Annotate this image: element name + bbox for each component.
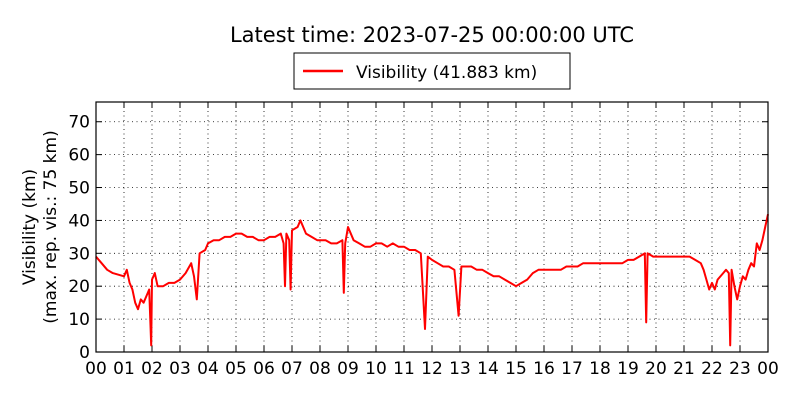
x-tick-label: 10 bbox=[365, 359, 387, 379]
x-tick-label: 20 bbox=[645, 359, 667, 379]
x-tick-label: 21 bbox=[673, 359, 695, 379]
legend-entry-visibility: Visibility (41.883 km) bbox=[356, 63, 537, 83]
y-tick-label: 60 bbox=[68, 146, 90, 166]
x-tick-label: 19 bbox=[617, 359, 639, 379]
x-tick-label: 02 bbox=[141, 359, 163, 379]
x-tick-label: 08 bbox=[309, 359, 331, 379]
x-tick-label: 13 bbox=[449, 359, 471, 379]
y-axis-label-line1: Visibility (km) bbox=[20, 169, 40, 285]
x-tick-label: 06 bbox=[253, 359, 275, 379]
x-tick-label: 11 bbox=[393, 359, 415, 379]
x-tick-label: 00 bbox=[757, 359, 779, 379]
x-tick-label: 12 bbox=[421, 359, 443, 379]
x-tick-label: 17 bbox=[561, 359, 583, 379]
x-tick-label: 23 bbox=[729, 359, 751, 379]
y-tick-label: 0 bbox=[79, 343, 90, 363]
x-tick-label: 04 bbox=[197, 359, 219, 379]
grid-lines bbox=[96, 102, 768, 352]
legend: Visibility (41.883 km) bbox=[293, 52, 571, 90]
x-tick-label: 15 bbox=[505, 359, 527, 379]
y-tick-label: 20 bbox=[68, 277, 90, 297]
y-tick-label: 70 bbox=[68, 113, 90, 133]
x-tick-label: 07 bbox=[281, 359, 303, 379]
x-tick-label: 16 bbox=[533, 359, 555, 379]
y-axis-ticks: 0 10 20 30 40 50 60 70 bbox=[68, 113, 768, 363]
series-visibility-line bbox=[95, 213, 769, 347]
x-tick-label: 00 bbox=[85, 359, 107, 379]
x-axis-ticks: 00 01 02 03 04 05 06 07 08 09 10 11 12 13 14 15 16 17 18 19… bbox=[85, 102, 779, 379]
x-tick-label: 03 bbox=[169, 359, 191, 379]
x-tick-label: 09 bbox=[337, 359, 359, 379]
y-tick-label: 10 bbox=[68, 310, 90, 330]
chart-title: Latest time: 2023-07-25 00:00:00 UTC bbox=[230, 23, 634, 47]
plot-frame bbox=[95, 101, 769, 353]
x-tick-label: 05 bbox=[225, 359, 247, 379]
y-tick-label: 30 bbox=[68, 244, 90, 264]
y-tick-label: 50 bbox=[68, 179, 90, 199]
y-axis-label-line2: (max. rep. vis.: 75 km) bbox=[41, 130, 61, 323]
x-tick-label: 18 bbox=[589, 359, 611, 379]
y-tick-label: 40 bbox=[68, 211, 90, 231]
x-tick-label: 22 bbox=[701, 359, 723, 379]
x-tick-label: 01 bbox=[113, 359, 135, 379]
x-tick-label: 14 bbox=[477, 359, 499, 379]
